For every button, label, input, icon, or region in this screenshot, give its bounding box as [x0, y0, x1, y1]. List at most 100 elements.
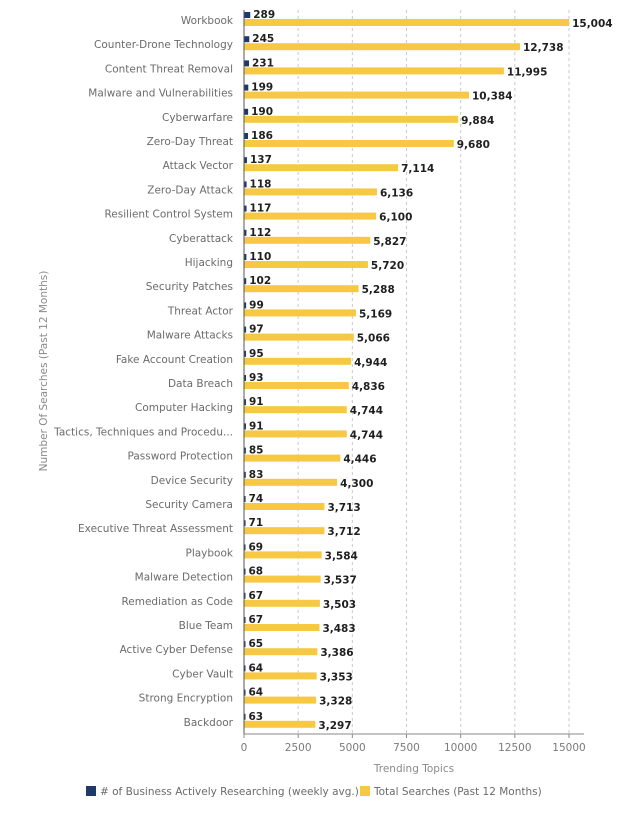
- category-label: Counter-Drone Technology: [94, 39, 233, 51]
- value-label-businesses: 71: [249, 517, 264, 529]
- bar-searches: [244, 382, 349, 389]
- bar-searches: [244, 188, 377, 196]
- bar-searches: [244, 236, 371, 244]
- bar-businesses: [244, 350, 247, 357]
- bar-searches: [244, 696, 317, 704]
- bar-businesses: [244, 689, 246, 696]
- value-label-businesses: 289: [253, 9, 275, 21]
- x-axis-title: Trending Topics: [373, 763, 454, 775]
- value-label-businesses: 69: [249, 541, 264, 553]
- bar-searches: [244, 478, 338, 486]
- value-label-businesses: 231: [252, 57, 274, 69]
- value-label-businesses: 117: [250, 203, 272, 215]
- value-label-searches: 12,738: [523, 42, 564, 54]
- bar-searches: [244, 67, 504, 75]
- value-label-searches: 4,836: [352, 381, 385, 393]
- bar-searches: [244, 285, 359, 293]
- bar-searches: [244, 648, 318, 656]
- bar-searches: [244, 720, 316, 728]
- value-label-businesses: 68: [249, 566, 264, 578]
- value-label-businesses: 137: [250, 154, 272, 166]
- bar-searches: [244, 309, 356, 317]
- value-label-businesses: 186: [251, 130, 273, 142]
- category-label: Security Camera: [145, 499, 233, 511]
- value-label-businesses: 67: [249, 590, 264, 602]
- category-label: Cyberattack: [169, 233, 234, 245]
- x-tick-label-5000: 5000: [339, 742, 366, 754]
- value-label-searches: 4,744: [350, 405, 383, 417]
- bar-searches: [244, 599, 320, 607]
- bar-businesses: [244, 399, 246, 406]
- bar-searches: [244, 19, 570, 26]
- bar-businesses: [244, 592, 246, 599]
- category-label: Remediation as Code: [121, 596, 233, 608]
- category-label: Password Protection: [127, 451, 233, 463]
- category-label: Hijacking: [185, 257, 233, 269]
- value-label-businesses: 112: [249, 227, 271, 239]
- bar-businesses: [244, 181, 247, 188]
- bar-businesses: [244, 665, 246, 672]
- value-label-businesses: 85: [249, 445, 264, 457]
- bar-businesses: [244, 326, 247, 333]
- y-axis-title: Number Of Searches (Past 12 Months): [38, 271, 50, 472]
- value-label-searches: 11,995: [507, 66, 548, 78]
- value-label-businesses: 110: [249, 251, 271, 263]
- bar-searches: [244, 261, 368, 268]
- value-label-searches: 3,353: [320, 671, 353, 683]
- bar-businesses: [244, 544, 246, 551]
- value-label-searches: 3,483: [322, 623, 355, 635]
- x-tick-label-12500: 12500: [498, 742, 531, 754]
- value-label-searches: 15,004: [572, 18, 613, 30]
- legend-swatch-searches: [360, 786, 370, 796]
- value-label-businesses: 245: [252, 33, 274, 45]
- value-label-businesses: 67: [249, 614, 264, 626]
- value-label-searches: 3,503: [323, 599, 356, 611]
- value-label-businesses: 102: [249, 275, 271, 287]
- bar-searches: [244, 406, 347, 414]
- category-label: Strong Encryption: [139, 693, 233, 705]
- bar-businesses: [244, 423, 246, 430]
- bar-searches: [244, 43, 520, 51]
- value-label-businesses: 63: [249, 711, 264, 723]
- value-label-searches: 5,169: [359, 308, 392, 320]
- bar-businesses: [244, 278, 247, 285]
- bar-searches: [244, 115, 459, 123]
- value-label-businesses: 118: [250, 178, 272, 190]
- value-label-searches: 3,328: [319, 696, 352, 708]
- value-label-searches: 4,300: [340, 478, 373, 490]
- x-tick-label-2500: 2500: [285, 742, 312, 754]
- value-label-searches: 9,680: [457, 139, 490, 151]
- bar-searches: [244, 454, 341, 462]
- category-label: Blue Team: [179, 620, 233, 632]
- x-tick-label-0: 0: [241, 742, 248, 754]
- value-label-searches: 3,537: [324, 575, 357, 587]
- category-label: Active Cyber Defense: [120, 644, 233, 656]
- value-label-businesses: 91: [249, 396, 264, 408]
- value-label-businesses: 199: [251, 82, 273, 94]
- category-label: Playbook: [186, 547, 234, 559]
- category-label: Security Patches: [146, 281, 233, 293]
- value-label-searches: 7,114: [401, 163, 434, 175]
- value-label-searches: 4,744: [350, 429, 383, 441]
- value-label-searches: 3,584: [325, 550, 358, 562]
- bar-searches: [244, 575, 321, 583]
- value-label-businesses: 99: [249, 299, 264, 311]
- bar-businesses: [244, 60, 250, 67]
- value-label-searches: 4,446: [343, 454, 376, 466]
- bar-businesses: [244, 447, 246, 454]
- value-label-searches: 9,884: [461, 115, 494, 127]
- category-label: Cyber Vault: [172, 668, 233, 680]
- value-label-searches: 5,827: [373, 236, 406, 248]
- bar-searches: [244, 164, 399, 172]
- bar-businesses: [244, 520, 246, 527]
- value-label-searches: 3,713: [327, 502, 360, 514]
- category-label: Content Threat Removal: [105, 63, 233, 75]
- bar-businesses: [244, 375, 247, 381]
- value-label-searches: 6,100: [379, 212, 412, 224]
- bar-businesses: [244, 108, 249, 115]
- bar-businesses: [244, 229, 247, 236]
- category-label: Workbook: [181, 15, 234, 27]
- bar-businesses: [244, 36, 250, 43]
